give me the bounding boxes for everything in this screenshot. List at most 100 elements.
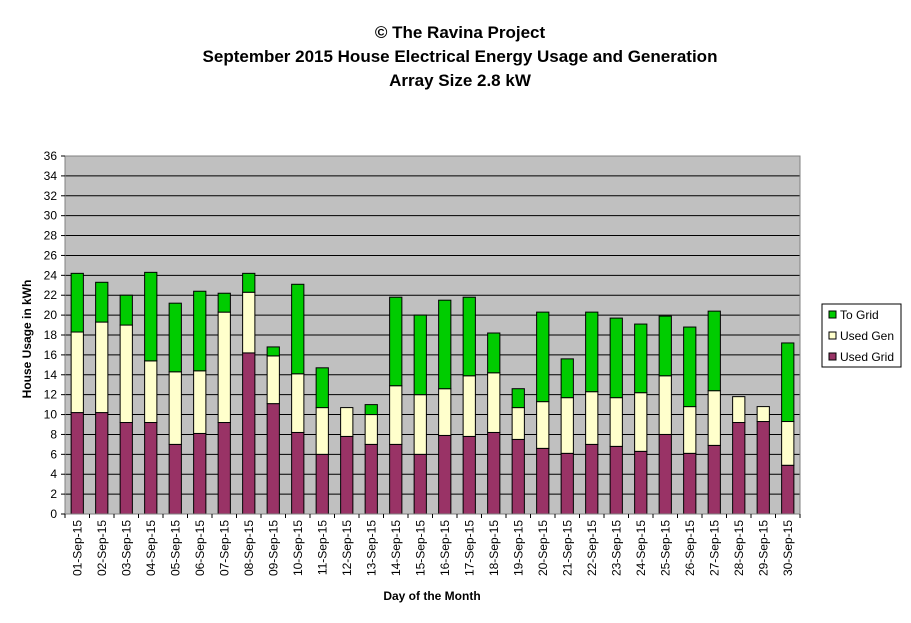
x-tick-label: 25-Sep-15 bbox=[658, 520, 672, 576]
bar-to-grid bbox=[609, 317, 623, 399]
bar-used-grid bbox=[511, 438, 525, 515]
bar-used-gen bbox=[732, 396, 746, 424]
bar-used-gen bbox=[781, 421, 795, 466]
x-tick-label: 20-Sep-15 bbox=[536, 520, 550, 576]
bar-used-gen bbox=[536, 401, 550, 449]
x-tick-label: 22-Sep-15 bbox=[585, 520, 599, 576]
x-tick-label: 07-Sep-15 bbox=[217, 520, 231, 576]
bar-used-gen bbox=[193, 370, 207, 434]
legend-label: To Grid bbox=[840, 308, 879, 322]
bar-used-gen bbox=[413, 394, 427, 455]
bars bbox=[70, 271, 795, 515]
x-tick-label: 13-Sep-15 bbox=[364, 520, 378, 576]
x-tick-label: 01-Sep-15 bbox=[70, 520, 84, 576]
y-tick-label: 24 bbox=[44, 268, 58, 282]
bar-to-grid bbox=[658, 315, 672, 377]
x-tick-label: 06-Sep-15 bbox=[193, 520, 207, 576]
bar-to-grid bbox=[389, 296, 403, 387]
y-tick-label: 2 bbox=[50, 487, 57, 501]
bar-used-grid bbox=[413, 453, 427, 515]
y-tick-label: 30 bbox=[44, 209, 58, 223]
bar-used-gen bbox=[389, 385, 403, 445]
chart-title: © The Ravina Project September 2015 Hous… bbox=[203, 23, 718, 90]
x-tick-label: 24-Sep-15 bbox=[634, 520, 648, 576]
bar-used-gen bbox=[242, 291, 256, 354]
x-axis-title: Day of the Month bbox=[383, 589, 480, 603]
bar-used-gen bbox=[487, 372, 501, 433]
x-tick-label: 28-Sep-15 bbox=[732, 520, 746, 576]
y-axis-title: House Usage in kWh bbox=[20, 280, 34, 399]
bar-used-grid bbox=[144, 422, 158, 515]
bar-to-grid bbox=[217, 292, 231, 313]
bar-used-gen bbox=[217, 311, 231, 424]
bar-used-gen bbox=[95, 321, 109, 414]
bar-to-grid bbox=[438, 299, 452, 390]
bar-used-grid bbox=[242, 352, 256, 515]
bar-used-grid bbox=[634, 450, 648, 515]
x-tick-label: 11-Sep-15 bbox=[315, 520, 329, 575]
bar-used-grid bbox=[462, 435, 476, 515]
bar-used-grid bbox=[119, 422, 133, 515]
bar-used-gen bbox=[340, 407, 354, 437]
x-tick-label: 08-Sep-15 bbox=[242, 520, 256, 576]
x-tick-label: 12-Sep-15 bbox=[340, 520, 354, 576]
bar-to-grid bbox=[70, 272, 84, 333]
bar-to-grid bbox=[781, 342, 795, 423]
bar-used-gen bbox=[585, 391, 599, 445]
axes bbox=[61, 155, 801, 518]
bar-to-grid bbox=[634, 323, 648, 394]
x-tick-label: 27-Sep-15 bbox=[707, 520, 721, 576]
bar-used-grid bbox=[585, 443, 599, 515]
bar-used-grid bbox=[389, 443, 403, 515]
bar-used-grid bbox=[683, 452, 697, 515]
title-line-2: September 2015 House Electrical Energy U… bbox=[203, 47, 718, 66]
bar-to-grid bbox=[560, 358, 574, 399]
x-tick-label: 17-Sep-15 bbox=[462, 520, 476, 576]
bar-used-gen bbox=[683, 406, 697, 454]
y-tick-label: 26 bbox=[44, 248, 58, 262]
bar-used-grid bbox=[168, 443, 182, 515]
x-tick-label: 04-Sep-15 bbox=[144, 520, 158, 576]
bar-used-gen bbox=[144, 360, 158, 424]
x-tick-label: 30-Sep-15 bbox=[781, 520, 795, 576]
bar-to-grid bbox=[683, 326, 697, 408]
bar-used-gen bbox=[756, 406, 770, 423]
bar-used-grid bbox=[217, 422, 231, 515]
y-tick-label: 28 bbox=[44, 229, 58, 243]
bar-to-grid bbox=[413, 314, 427, 396]
bar-used-gen bbox=[315, 407, 329, 455]
x-tick-label: 18-Sep-15 bbox=[487, 520, 501, 576]
x-tick-label: 23-Sep-15 bbox=[609, 520, 623, 576]
bar-used-grid bbox=[266, 403, 280, 515]
bar-to-grid bbox=[242, 272, 256, 293]
y-tick-label: 4 bbox=[50, 467, 57, 481]
bar-to-grid bbox=[291, 283, 305, 375]
x-tick-label: 15-Sep-15 bbox=[413, 520, 427, 576]
x-tick-label: 03-Sep-15 bbox=[119, 520, 133, 576]
bar-to-grid bbox=[193, 290, 207, 372]
y-tick-label: 16 bbox=[44, 348, 58, 362]
bar-used-gen bbox=[364, 414, 378, 445]
bar-used-gen bbox=[462, 375, 476, 437]
bar-used-grid bbox=[658, 433, 672, 515]
bar-used-grid bbox=[560, 452, 574, 515]
bar-to-grid bbox=[511, 388, 525, 409]
bar-used-gen bbox=[438, 388, 452, 436]
x-tick-label: 16-Sep-15 bbox=[438, 520, 452, 576]
y-tick-label: 32 bbox=[44, 189, 58, 203]
x-tick-label: 26-Sep-15 bbox=[683, 520, 697, 576]
bar-used-grid bbox=[438, 434, 452, 515]
y-tick-label: 14 bbox=[44, 368, 58, 382]
x-tick-label: 14-Sep-15 bbox=[389, 520, 403, 576]
bar-to-grid bbox=[266, 346, 280, 357]
y-tick-label: 18 bbox=[44, 328, 58, 342]
bar-used-gen bbox=[560, 397, 574, 454]
legend-swatch bbox=[828, 310, 837, 319]
x-tick-label: 19-Sep-15 bbox=[511, 520, 525, 576]
gridlines bbox=[65, 155, 800, 495]
bar-used-grid bbox=[732, 422, 746, 515]
bar-to-grid bbox=[144, 271, 158, 362]
legend-swatch bbox=[828, 331, 837, 340]
bar-used-gen bbox=[658, 375, 672, 435]
